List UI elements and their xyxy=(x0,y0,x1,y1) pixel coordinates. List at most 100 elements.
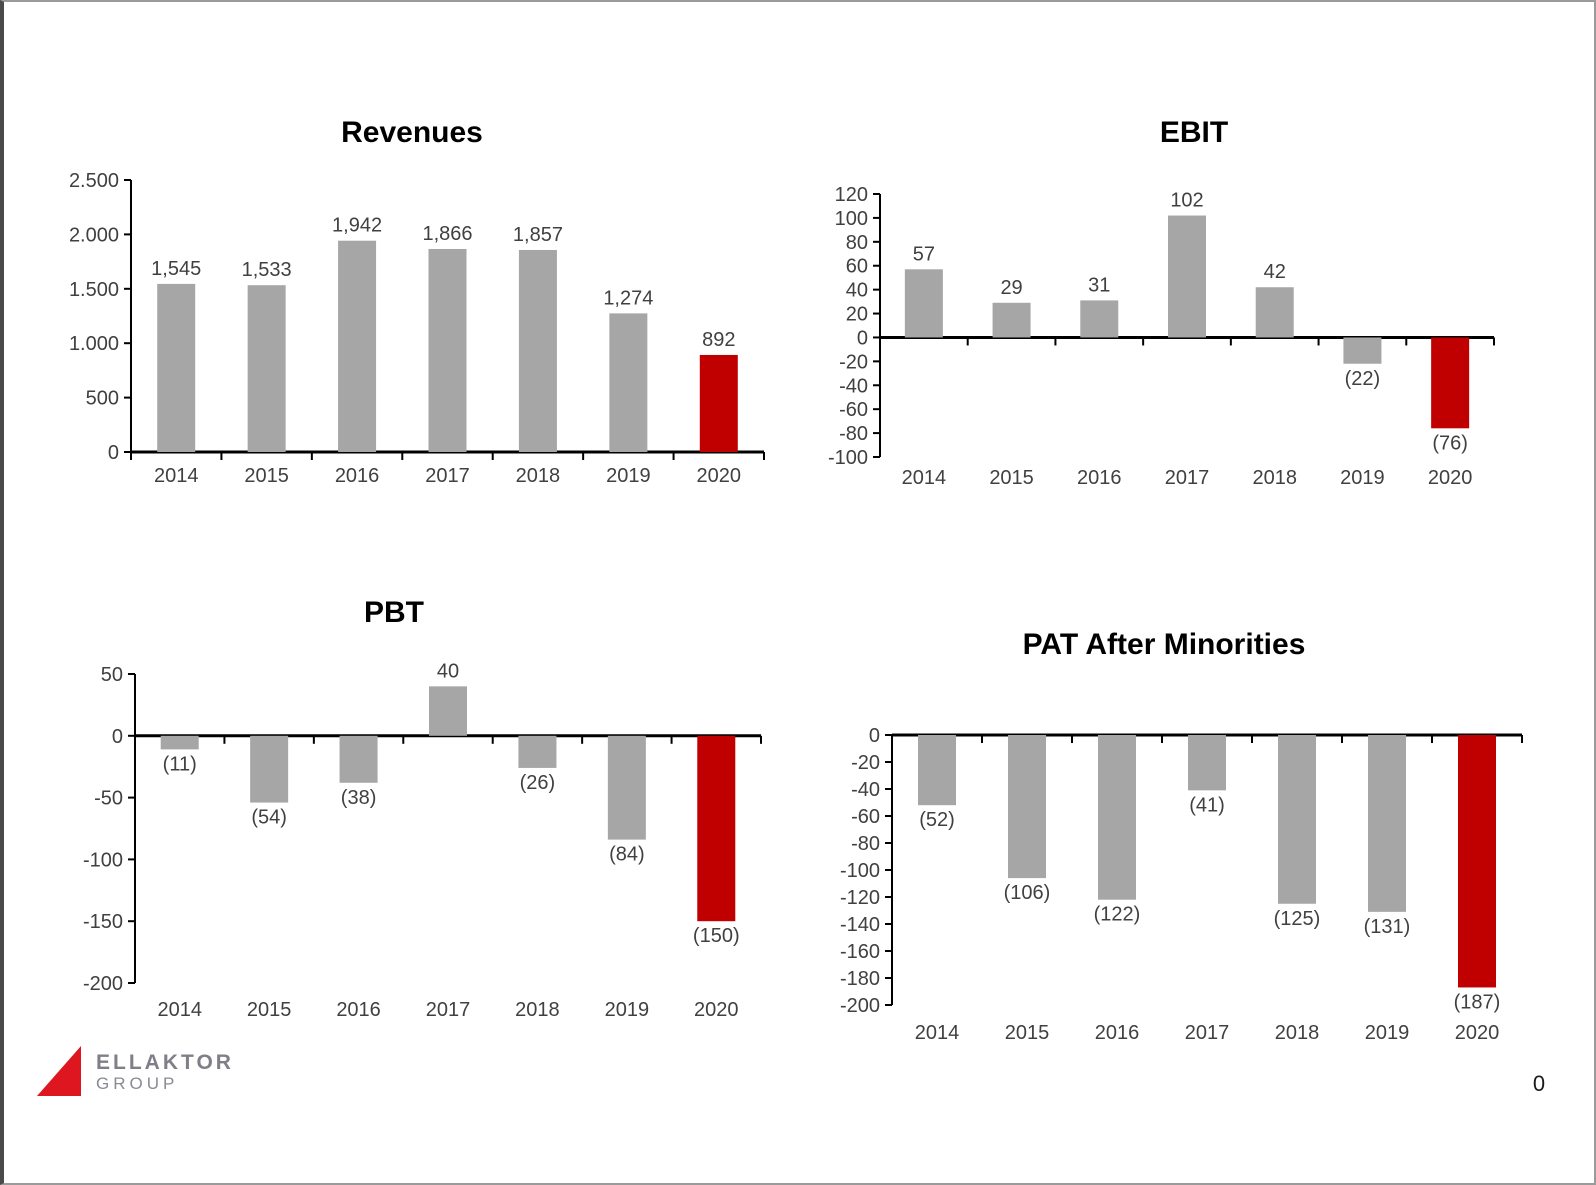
logo-text: ELLAKTOR GROUP xyxy=(96,1051,234,1094)
pat-plot: 0 -20 -40 -60 -80 -100 -120 -140 -160 -180 -200 (52… xyxy=(840,725,1523,1044)
bar-value-label: (150) xyxy=(693,925,740,947)
y-tick-label: -100 xyxy=(840,860,880,882)
bar-value-label: 1,942 xyxy=(332,215,382,237)
pbt-plot: 50 0 -50 -100 -150 -200 (11) 2014 (54) 2015 (38) 20… xyxy=(83,660,762,1021)
revenues-plot: 2.500 2.000 1.500 1.000 500 0 1,545 2014 1,533 20… xyxy=(69,170,765,487)
bar xyxy=(918,735,956,806)
bar-value-label: (187) xyxy=(1454,991,1501,1013)
logo-division-name: GROUP xyxy=(96,1074,179,1093)
pbt-chart-title: PBT xyxy=(364,596,424,629)
y-tick-label: -80 xyxy=(839,423,868,445)
bar-value-label: 57 xyxy=(913,243,935,265)
y-tick-label: 2.000 xyxy=(69,224,119,246)
y-tick-label: 0 xyxy=(857,327,868,349)
y-tick-label: -60 xyxy=(851,806,880,828)
y-tick-label: -180 xyxy=(840,968,880,990)
bar-value-label: 31 xyxy=(1088,274,1110,296)
bar xyxy=(428,248,467,452)
y-tick-label: 0 xyxy=(112,726,123,748)
bar xyxy=(607,735,646,840)
y-tick-label: -200 xyxy=(840,995,880,1017)
y-tick-label: 100 xyxy=(835,208,868,230)
bar-value-label: (131) xyxy=(1364,916,1411,938)
bar xyxy=(339,735,378,783)
y-tick-label: -120 xyxy=(840,887,880,909)
bar-value-label: 1,866 xyxy=(422,223,472,245)
bar xyxy=(1080,300,1119,338)
bar xyxy=(1278,735,1316,904)
y-tick-label: -40 xyxy=(851,779,880,801)
bar-value-label: 892 xyxy=(702,329,735,351)
y-tick-label: 1.000 xyxy=(69,333,119,355)
y-tick-label: 60 xyxy=(846,256,868,278)
category-label: 2018 xyxy=(515,999,560,1021)
category-label: 2016 xyxy=(336,999,381,1021)
revenues-chart-title: Revenues xyxy=(341,116,483,149)
bar xyxy=(699,354,738,452)
bar xyxy=(1188,735,1226,791)
pat-chart-title: PAT After Minorities xyxy=(1022,628,1306,661)
bar xyxy=(1368,735,1406,912)
y-tick-label: -40 xyxy=(839,375,868,397)
y-tick-label: 120 xyxy=(835,184,868,206)
category-label: 2017 xyxy=(1165,467,1210,489)
page-number: 0 xyxy=(1532,1071,1546,1096)
bar xyxy=(518,249,557,452)
category-label: 2017 xyxy=(426,999,471,1021)
y-tick-label: -140 xyxy=(840,914,880,936)
category-label: 2018 xyxy=(516,465,561,487)
y-tick-label: 80 xyxy=(846,232,868,254)
category-label: 2016 xyxy=(1077,467,1122,489)
company-logo: ELLAKTOR GROUP xyxy=(37,1042,297,1102)
y-tick-label: -20 xyxy=(851,752,880,774)
y-tick-label: -20 xyxy=(839,351,868,373)
category-label: 2020 xyxy=(697,465,742,487)
bar xyxy=(904,269,943,338)
y-tick-label: 40 xyxy=(846,280,868,302)
bar-value-label: 29 xyxy=(1000,277,1022,299)
bar xyxy=(1255,287,1294,338)
y-tick-label: -150 xyxy=(83,911,123,933)
y-tick-label: -100 xyxy=(828,447,868,469)
bar xyxy=(247,285,286,452)
bar xyxy=(992,302,1031,338)
category-label: 2015 xyxy=(1005,1022,1050,1044)
y-tick-label: 0 xyxy=(108,442,119,464)
category-label: 2020 xyxy=(694,999,739,1021)
bar xyxy=(1168,215,1206,338)
bar xyxy=(160,735,199,750)
category-label: 2020 xyxy=(1428,467,1473,489)
category-label: 2014 xyxy=(902,467,947,489)
y-tick-label: 20 xyxy=(846,304,868,326)
bar xyxy=(609,313,648,452)
category-label: 2014 xyxy=(157,999,202,1021)
y-tick-label: -50 xyxy=(94,788,123,810)
bar-value-label: (76) xyxy=(1432,432,1468,454)
bar-value-label: 1,533 xyxy=(242,259,292,281)
category-label: 2019 xyxy=(606,465,651,487)
category-label: 2017 xyxy=(1185,1022,1230,1044)
category-label: 2017 xyxy=(425,465,470,487)
y-tick-label: -200 xyxy=(83,973,123,995)
logo-company-name: ELLAKTOR xyxy=(96,1051,234,1074)
bar-value-label: (122) xyxy=(1094,904,1141,926)
y-tick-label: -60 xyxy=(839,399,868,421)
category-label: 2016 xyxy=(335,465,380,487)
bar-value-label: (52) xyxy=(919,809,955,831)
category-label: 2015 xyxy=(989,467,1034,489)
bar xyxy=(1458,735,1496,988)
bar xyxy=(250,735,289,803)
category-label: 2014 xyxy=(154,465,199,487)
bar-value-label: (22) xyxy=(1345,368,1381,390)
bar xyxy=(1431,337,1470,429)
bar xyxy=(429,686,467,736)
category-label: 2018 xyxy=(1275,1022,1320,1044)
bar xyxy=(1008,735,1046,879)
category-label: 2014 xyxy=(915,1022,960,1044)
bar-value-label: 102 xyxy=(1170,190,1203,212)
ebit-chart: 120 100 80 60 40 20 0 -20 -40 -60 -80 -100 57 2014 29 2… xyxy=(804,162,1544,502)
pbt-chart: 50 0 -50 -100 -150 -200 (11) 2014 (54) 2015 (38) 20… xyxy=(44,642,784,1032)
y-tick-label: 1.500 xyxy=(69,279,119,301)
